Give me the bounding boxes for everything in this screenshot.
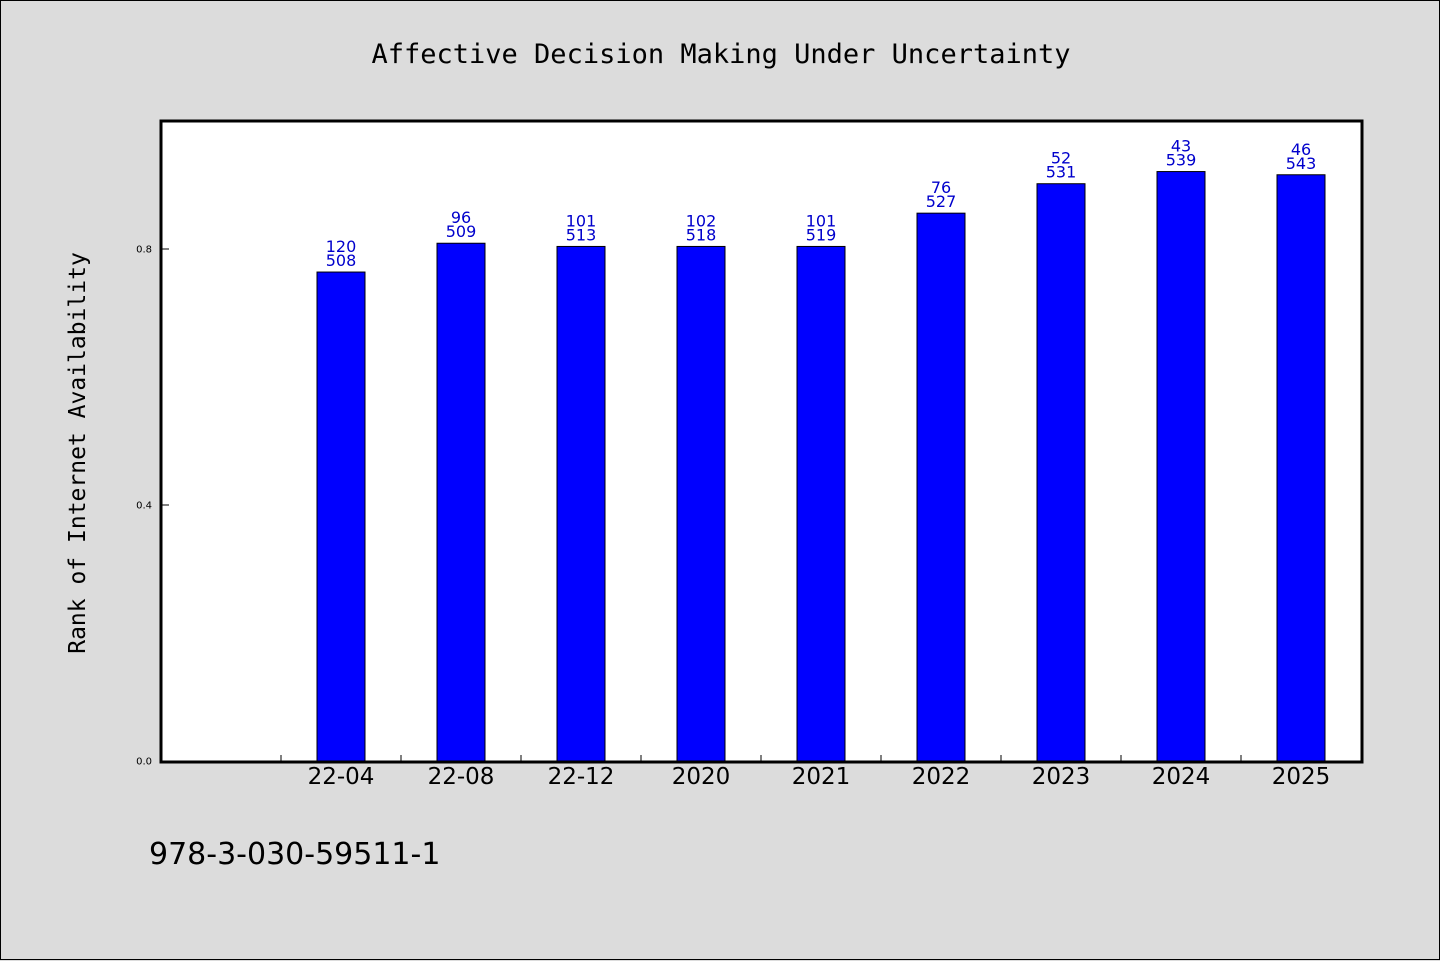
bar-label-bottom: 519 [806,225,837,244]
x-tick-label: 2023 [1032,764,1091,790]
x-tick-label: 2025 [1272,764,1331,790]
bar [1276,174,1326,762]
bar-label-top: 52 [1051,149,1071,168]
bar [316,271,366,762]
bar-label-bottom: 543 [1286,154,1317,173]
bar-label-top: 96 [451,208,471,227]
y-tick-label: 0.4 [136,501,152,512]
bar-label-top: 101 [566,211,597,230]
chart-marks: 0.00.40.8 12050822-049650922-0810151322-1… [136,137,1362,790]
y-axis-label: Rank of Internet Availability [65,252,91,654]
bar-label-bottom: 518 [686,225,717,244]
bar [676,245,726,762]
x-tick-label: 22-04 [308,764,375,790]
bar-label-bottom: 509 [446,222,477,241]
bar-label-bottom: 513 [566,225,597,244]
x-tick-label: 22-08 [428,764,495,790]
x-tick-label: 2022 [912,764,971,790]
x-tick-label: 22-12 [548,764,615,790]
bar-label-bottom: 527 [926,192,957,211]
y-tick-label: 0.0 [136,757,152,768]
x-tick-label: 2024 [1152,764,1211,790]
footer-isbn: 978-3-030-59511-1 [149,837,440,872]
bar [1156,171,1206,762]
bar [1036,183,1086,762]
bar-label-top: 102 [686,211,717,230]
bar [916,212,966,762]
x-tick-label: 2021 [792,764,851,790]
y-tick-label: 0.8 [136,245,152,256]
bar-label-bottom: 539 [1166,151,1197,170]
chart-title: Affective Decision Making Under Uncertai… [372,39,1071,70]
x-tick-label: 2020 [672,764,731,790]
bar [556,245,606,762]
bar-label-bottom: 531 [1046,163,1077,182]
bar-label-top: 46 [1291,140,1311,159]
bar [436,242,486,762]
bar-label-top: 76 [931,178,951,197]
bar [796,245,846,762]
bar-label-top: 120 [326,237,357,256]
bar-label-bottom: 508 [326,251,357,270]
bar-label-top: 101 [806,211,837,230]
bar-label-top: 43 [1171,137,1191,156]
